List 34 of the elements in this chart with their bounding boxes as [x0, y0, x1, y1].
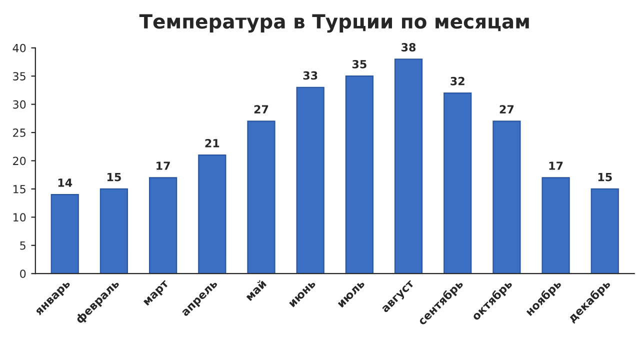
bar — [394, 58, 423, 274]
bar — [590, 188, 619, 274]
y-tick-label: 30 — [13, 100, 26, 109]
y-tick-label: 20 — [13, 156, 26, 166]
data-label: 17 — [156, 162, 170, 170]
bar — [492, 120, 521, 274]
data-label: 35 — [352, 60, 366, 68]
y-tick-label: 25 — [13, 128, 26, 137]
bar — [149, 177, 178, 274]
data-label: 14 — [58, 178, 72, 187]
y-tick-label: 5 — [20, 242, 26, 250]
data-label: 21 — [205, 138, 220, 148]
bar — [100, 188, 128, 274]
bar — [345, 76, 374, 274]
y-tick-label: 15 — [13, 185, 26, 194]
data-label: 15 — [107, 172, 121, 182]
data-label: 38 — [402, 43, 416, 52]
data-label: 27 — [254, 105, 268, 114]
data-label: 32 — [450, 76, 464, 86]
y-tick-label: 0 — [20, 270, 26, 278]
y-tick-label: 10 — [13, 213, 26, 222]
y-tick-label: 40 — [12, 44, 26, 52]
data-label: 15 — [598, 172, 612, 182]
bar — [444, 92, 472, 274]
bar — [198, 154, 226, 274]
data-label: 33 — [303, 71, 318, 80]
bar — [247, 120, 276, 274]
bar — [296, 86, 324, 274]
chart-title: Температура в Турции по месяцам — [139, 14, 529, 33]
data-label: 17 — [549, 162, 563, 170]
data-label: 27 — [500, 105, 514, 114]
bar — [50, 194, 79, 274]
y-tick-label: 35 — [13, 72, 26, 80]
bar — [542, 177, 570, 274]
